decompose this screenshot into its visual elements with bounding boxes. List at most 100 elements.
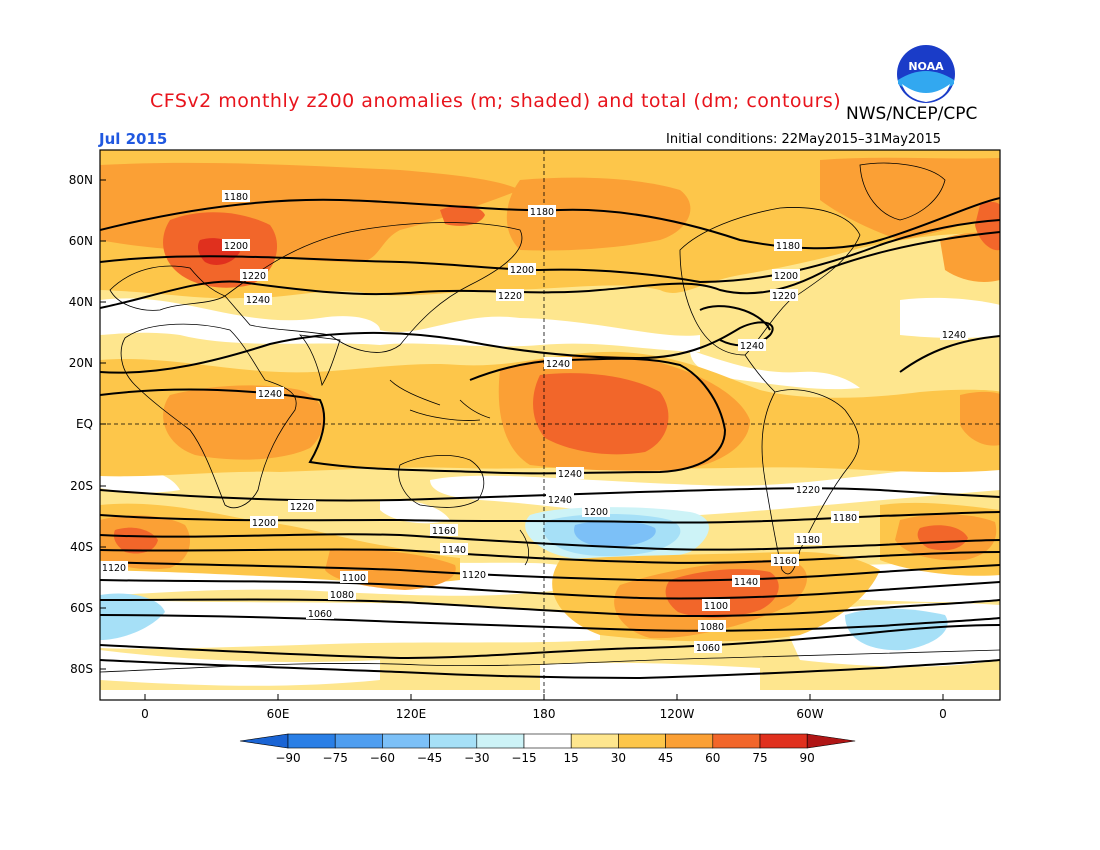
- colorbar-arrow-high: [806, 733, 856, 749]
- svg-text:1100: 1100: [704, 601, 728, 612]
- contour-label: 1100: [340, 571, 368, 584]
- contour-label: 1180: [831, 511, 859, 524]
- colorbar-segment: [618, 733, 666, 749]
- contour-label: 1200: [222, 239, 250, 252]
- agency-label: NWS/NCEP/CPC: [846, 104, 978, 124]
- contour-label: 1240: [556, 467, 584, 480]
- contour-label: 1120: [460, 568, 488, 581]
- svg-text:1220: 1220: [498, 291, 522, 302]
- contour-label: 1240: [544, 357, 572, 370]
- contour-label: 1100: [702, 599, 730, 612]
- svg-text:1180: 1180: [833, 513, 857, 524]
- contour-label-group: 1180 1180 1200 1220 1240 1180 1200 1220 1240 1200…: [100, 190, 968, 654]
- colorbar-label: 75: [752, 751, 767, 765]
- contour-label: 1200: [772, 269, 800, 282]
- lat-tick-label: 60N: [69, 234, 93, 248]
- svg-text:1180: 1180: [224, 192, 248, 203]
- colorbar-segment: [334, 733, 383, 749]
- colorbar-label: 15: [564, 751, 579, 765]
- noaa-logo-icon: NOAA: [897, 45, 955, 103]
- colorbar-label: −75: [323, 751, 348, 765]
- lon-tick-label: 0: [939, 707, 947, 721]
- chart-title: CFSv2 monthly z200 anomalies (m; shaded)…: [150, 90, 842, 112]
- contour-label: 1180: [774, 239, 802, 252]
- contour-label: 1180: [222, 190, 250, 203]
- colorbar-label: −60: [370, 751, 395, 765]
- contour-label: 1220: [794, 483, 822, 496]
- svg-text:1180: 1180: [776, 241, 800, 252]
- contour-label: 1220: [496, 289, 524, 302]
- lat-tick-label: 80N: [69, 173, 93, 187]
- svg-text:1240: 1240: [258, 389, 282, 400]
- svg-text:1080: 1080: [700, 622, 724, 633]
- contour-label: 1220: [770, 289, 798, 302]
- svg-text:1240: 1240: [246, 295, 270, 306]
- contour-label: 1240: [546, 493, 574, 506]
- svg-text:1240: 1240: [546, 359, 570, 370]
- svg-text:1140: 1140: [734, 577, 758, 588]
- logo-text: NOAA: [908, 60, 944, 73]
- svg-text:1220: 1220: [242, 271, 266, 282]
- colorbar-label: −15: [511, 751, 536, 765]
- svg-text:1200: 1200: [224, 241, 248, 252]
- contour-label: 1200: [582, 505, 610, 518]
- contour-label: 1240: [244, 293, 272, 306]
- contour-label: 1240: [738, 339, 766, 352]
- colorbar-label: 90: [800, 751, 815, 765]
- contour-label: 1160: [430, 524, 458, 537]
- colorbar-segment: [570, 733, 619, 749]
- contour-label: 1140: [440, 543, 468, 556]
- colorbar-segment: [287, 733, 336, 749]
- svg-text:1240: 1240: [548, 495, 572, 506]
- svg-text:1140: 1140: [442, 545, 466, 556]
- lon-tick-label: 60E: [267, 707, 290, 721]
- lat-tick-label: EQ: [76, 417, 93, 431]
- svg-text:1220: 1220: [290, 502, 314, 513]
- svg-text:1240: 1240: [740, 341, 764, 352]
- contour-label: 1240: [256, 387, 284, 400]
- contour-label: 1200: [508, 263, 536, 276]
- initial-conditions: Initial conditions: 22May2015–31May2015: [666, 132, 941, 147]
- lat-tick-label: 40S: [70, 540, 93, 554]
- contour-label: 1220: [240, 269, 268, 282]
- lon-tick-label: 180: [533, 707, 556, 721]
- svg-text:1200: 1200: [584, 507, 608, 518]
- svg-text:1220: 1220: [796, 485, 820, 496]
- colorbar-segment: [712, 733, 761, 749]
- svg-text:1180: 1180: [796, 535, 820, 546]
- colorbar-segment: [759, 733, 808, 749]
- svg-text:1200: 1200: [774, 271, 798, 282]
- svg-text:1160: 1160: [432, 526, 456, 537]
- svg-text:1220: 1220: [772, 291, 796, 302]
- colorbar-segment: [382, 733, 430, 749]
- colorbar-segment: [665, 733, 714, 749]
- contour-label: 1080: [328, 588, 356, 601]
- map-frame: [99, 149, 1001, 701]
- grid-lines: [100, 150, 1000, 700]
- contour-label: 1080: [698, 620, 726, 633]
- svg-text:1200: 1200: [510, 265, 534, 276]
- svg-text:1060: 1060: [308, 609, 332, 620]
- colorbar-label: −45: [417, 751, 442, 765]
- contour-label: 1160: [771, 554, 799, 567]
- svg-text:1080: 1080: [330, 590, 354, 601]
- colorbar-label: 45: [658, 751, 673, 765]
- lon-tick-label: 0: [141, 707, 149, 721]
- lat-tick-label: 20S: [70, 479, 93, 493]
- coastlines: [100, 162, 1000, 673]
- svg-text:1120: 1120: [462, 570, 486, 581]
- svg-text:1100: 1100: [342, 573, 366, 584]
- forecast-month: Jul 2015: [99, 130, 168, 148]
- colorbar-segment: [523, 733, 572, 749]
- anomaly-shading: [100, 150, 1000, 700]
- contour-label: 1200: [250, 516, 278, 529]
- contour-label: 1180: [528, 205, 556, 218]
- colorbar-label: −30: [464, 751, 489, 765]
- contour-label: 1240: [940, 328, 968, 341]
- contour-label: 1060: [694, 641, 722, 654]
- svg-text:1180: 1180: [530, 207, 554, 218]
- lat-tick-label: 40N: [69, 295, 93, 309]
- contour-label: 1060: [306, 607, 334, 620]
- svg-text:1160: 1160: [773, 556, 797, 567]
